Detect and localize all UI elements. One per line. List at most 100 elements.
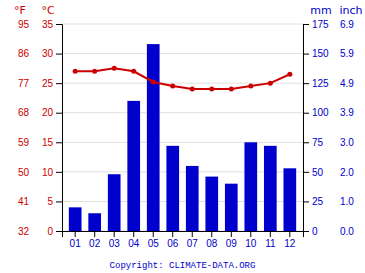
tick-label: 02 [89, 238, 101, 249]
plot: 0102030405060708091011120510152025303532… [14, 4, 362, 249]
axis-line [63, 232, 304, 238]
tick-label: 32 [18, 226, 30, 237]
tick-label: 07 [187, 238, 199, 249]
marker [190, 87, 195, 92]
tick-mark [192, 231, 193, 237]
tick-label: 15 [42, 137, 54, 148]
tick-label: 68 [18, 107, 30, 118]
tick: 50 [303, 167, 324, 178]
tick-label: 10 [245, 238, 257, 249]
tick-label: 0.0 [340, 226, 354, 237]
tick-label: 50 [312, 167, 324, 178]
data [69, 44, 296, 231]
tick: 11 [265, 231, 276, 249]
tick-mark [94, 231, 95, 237]
tick: 15 [42, 137, 62, 148]
tick-label: 95 [18, 19, 30, 30]
tick: 32 [18, 226, 32, 237]
grid-line [62, 142, 303, 143]
marker [112, 66, 117, 71]
tick: 30 [42, 48, 62, 59]
tick: 0.0 [337, 226, 354, 237]
tick-mark [270, 231, 271, 237]
tick-label: 1.0 [340, 196, 354, 207]
tick-label: 20 [42, 107, 54, 118]
tick: 68 [18, 107, 32, 118]
bars [69, 44, 296, 231]
tick: 1.0 [337, 196, 354, 207]
tick-label: 04 [128, 238, 140, 249]
axis-line [56, 25, 63, 232]
tick: 0 [47, 226, 62, 237]
tick: 86 [18, 48, 32, 59]
marker [268, 81, 273, 86]
tick-label: 5 [47, 196, 53, 207]
grid [62, 24, 303, 231]
bar [69, 207, 82, 231]
tick-label: 10 [42, 167, 54, 178]
bar [108, 174, 121, 231]
tick: 2.0 [337, 167, 354, 178]
bar [264, 146, 277, 231]
tick: 125 [303, 78, 329, 89]
axis-label: inch [339, 4, 362, 17]
tick: 10 [245, 231, 257, 249]
tick-mark [56, 24, 62, 25]
marker [131, 69, 136, 74]
bar [244, 142, 257, 231]
tick-mark [56, 113, 62, 114]
marker [229, 87, 234, 92]
tick: 6.9 [337, 19, 354, 30]
marker [170, 84, 175, 89]
tick-mark [153, 231, 154, 237]
tick: 77 [18, 78, 32, 89]
tick-mark [303, 172, 309, 173]
y-alt-axis: 32 41 50 59 68 77 86 95 [18, 19, 32, 237]
tick-mark [56, 201, 62, 202]
tick-label: 30 [42, 48, 54, 59]
tick-label: 86 [18, 48, 30, 59]
tick-mark [250, 231, 251, 237]
tick: 75 [303, 137, 324, 148]
tick-label: 11 [265, 238, 276, 249]
tick-label: 50 [18, 167, 30, 178]
tick-label: 150 [312, 48, 329, 59]
tick-label: 06 [167, 238, 179, 249]
tick-label: 3.9 [340, 107, 354, 118]
y2-axis: 0255075100125150175 [303, 19, 329, 237]
tick: 06 [167, 231, 179, 249]
tick: 25 [42, 78, 62, 89]
tick: 25 [303, 196, 324, 207]
bar [166, 146, 179, 231]
tick-mark [303, 231, 309, 232]
grid-line [62, 24, 303, 25]
tick: 3.9 [337, 107, 354, 118]
x-axis: 010203040506070809101112 [63, 231, 304, 249]
tick-mark [75, 231, 76, 237]
tick-label: 77 [18, 78, 30, 89]
marker [287, 72, 292, 77]
tick-mark [172, 231, 173, 237]
tick-mark [303, 201, 309, 202]
tick: 95 [18, 19, 32, 30]
tick-label: 25 [312, 196, 324, 207]
tick-mark [303, 113, 309, 114]
axis-line [304, 25, 310, 232]
chart: 0102030405060708091011120510152025303532… [0, 0, 365, 273]
tick-label: 3.0 [340, 137, 354, 148]
tick-label: 41 [18, 196, 30, 207]
tick: 150 [303, 48, 329, 59]
tick-label: 08 [206, 238, 218, 249]
tick: 08 [206, 231, 218, 249]
tick: 59 [18, 137, 32, 148]
tick: 41 [18, 196, 32, 207]
annotation: Copyright: CLIMATE-DATA.ORG [110, 261, 256, 271]
bar [186, 166, 199, 231]
tick-label: 4.9 [340, 78, 354, 89]
tick: 10 [42, 167, 62, 178]
tick-label: 09 [226, 238, 238, 249]
tick-label: 5.9 [340, 48, 354, 59]
tick: 09 [226, 231, 238, 249]
bar [283, 168, 296, 231]
tick: 03 [109, 231, 121, 249]
